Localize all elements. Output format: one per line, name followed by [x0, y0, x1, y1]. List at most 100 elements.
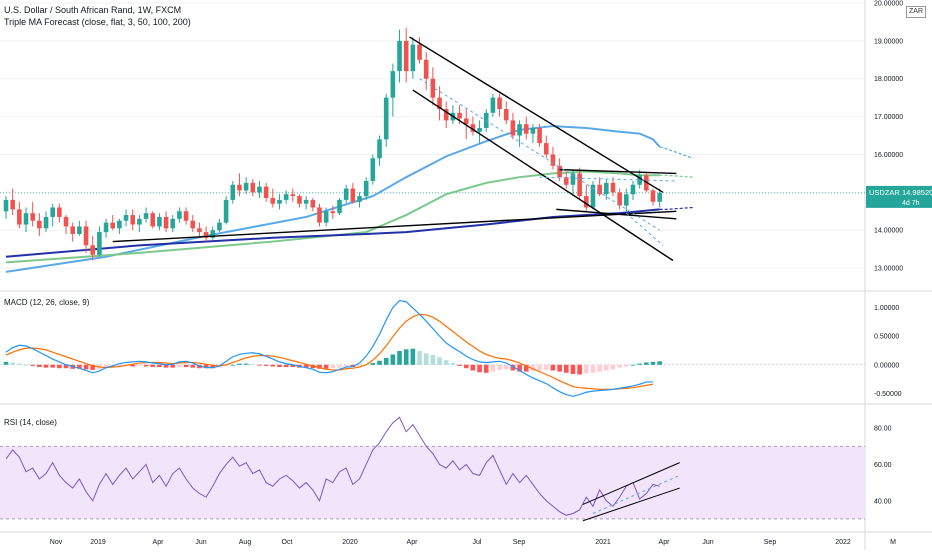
price-tick-label: 20.00000	[874, 1, 903, 8]
macd-histogram-bar	[23, 364, 29, 366]
candle-up	[624, 194, 629, 206]
candle-down	[190, 220, 196, 229]
macd-histogram-bar	[483, 364, 489, 373]
candle-up	[363, 180, 369, 197]
candle-up	[157, 216, 162, 227]
price-tick-label: 13.00000	[874, 266, 903, 273]
macd-histogram-bar	[517, 364, 522, 372]
macd-histogram-bar	[583, 364, 589, 374]
macd-histogram-bar	[303, 364, 309, 368]
candle-down	[350, 188, 356, 202]
candle-down	[70, 226, 75, 234]
candle-down	[543, 143, 549, 155]
macd-histogram-bar	[377, 360, 382, 365]
macd-histogram-bar	[237, 363, 242, 365]
candle-down	[430, 78, 436, 98]
candle-down	[550, 154, 556, 166]
candle-down	[237, 184, 242, 191]
candle-up	[177, 211, 182, 219]
macd-histogram-bar	[557, 364, 562, 372]
macd-histogram-bar	[550, 364, 556, 371]
candle-up	[370, 158, 376, 181]
macd-histogram-bar	[83, 364, 89, 370]
price-tag-value: 14.98520	[902, 188, 932, 197]
candle-up	[3, 199, 9, 212]
price-tick-label: 16.00000	[874, 152, 903, 159]
candle-up	[410, 44, 416, 72]
macd-histogram-bar	[390, 354, 396, 365]
macd-tick-label: 0.00000	[874, 362, 899, 369]
candle-down	[437, 97, 442, 110]
candle-down	[63, 216, 69, 227]
candle-down	[583, 196, 589, 208]
macd-histogram-bar	[3, 361, 9, 365]
trend-line	[412, 89, 674, 262]
macd-histogram-bar	[624, 364, 629, 367]
candle-up	[570, 173, 576, 185]
candle-down	[83, 226, 89, 246]
macd-histogram-bar	[343, 364, 349, 367]
price-tag-bg	[866, 185, 932, 208]
macd-histogram-bar	[270, 364, 276, 367]
indicator-title-ma-forecast: Triple MA Forecast (close, flat, 3, 50, …	[4, 17, 191, 27]
candle-down	[57, 207, 62, 217]
time-axis-label: Jun	[702, 539, 713, 546]
candle-up	[257, 186, 262, 193]
macd-histogram-bar	[250, 364, 256, 365]
macd-histogram-bar	[143, 364, 149, 367]
macd-histogram-bar	[610, 364, 616, 370]
indicator-title-rsi: RSI (14, close)	[4, 418, 57, 427]
macd-histogram-bar	[437, 357, 442, 365]
forecast-line	[625, 212, 664, 246]
time-axis-label: Sep	[764, 539, 777, 546]
macd-histogram-bar	[617, 364, 622, 368]
macd-histogram-bar	[450, 363, 456, 365]
currency-button[interactable]: ZAR	[906, 6, 926, 18]
macd-histogram-bar	[497, 364, 502, 370]
candle-down	[317, 207, 322, 223]
macd-histogram-bar	[203, 364, 209, 369]
rsi-channel-bottom	[582, 487, 680, 522]
macd-histogram-bar	[523, 364, 529, 372]
macd-tick-label: -0.50000	[874, 391, 902, 398]
macd-histogram-bar	[657, 361, 662, 365]
macd-histogram-bar	[170, 364, 176, 368]
candle-down	[90, 245, 96, 255]
macd-histogram-bar	[457, 364, 462, 366]
candle-down	[110, 222, 116, 229]
macd-line	[5, 299, 653, 397]
candle-down	[457, 112, 462, 119]
macd-histogram-bar	[577, 364, 582, 375]
macd-histogram-bar	[537, 364, 542, 371]
macd-histogram-bar	[230, 364, 236, 366]
ma-forecast-ma100	[659, 174, 694, 178]
macd-histogram-bar	[50, 364, 55, 368]
macd-histogram-bar	[283, 364, 289, 368]
macd-histogram-bar	[477, 364, 482, 373]
candle-up	[323, 211, 329, 223]
candle-up	[210, 230, 216, 238]
candle-down	[523, 124, 529, 134]
candle-down	[197, 228, 202, 233]
macd-histogram-bar	[263, 364, 269, 366]
price-tick-label: 14.00000	[874, 228, 903, 235]
macd-histogram-bar	[570, 364, 576, 374]
candle-down	[270, 198, 276, 204]
candle-down	[650, 190, 656, 202]
time-axis-label: 2020	[342, 539, 358, 546]
candle-down	[130, 215, 136, 225]
price-tag-symbol: USDZAR	[869, 188, 900, 197]
macd-histogram-bar	[17, 363, 22, 365]
macd-histogram-bar	[317, 364, 322, 369]
candle-down	[497, 97, 502, 110]
macd-histogram-bar	[383, 357, 389, 365]
macd-histogram-bar	[183, 364, 189, 368]
macd-histogram-bar	[417, 351, 422, 365]
macd-histogram-bar	[163, 364, 169, 368]
macd-histogram-bar	[650, 361, 656, 365]
candle-up	[383, 97, 389, 140]
candle-down	[510, 120, 516, 136]
rsi-tick-label: 60.00	[874, 462, 892, 469]
